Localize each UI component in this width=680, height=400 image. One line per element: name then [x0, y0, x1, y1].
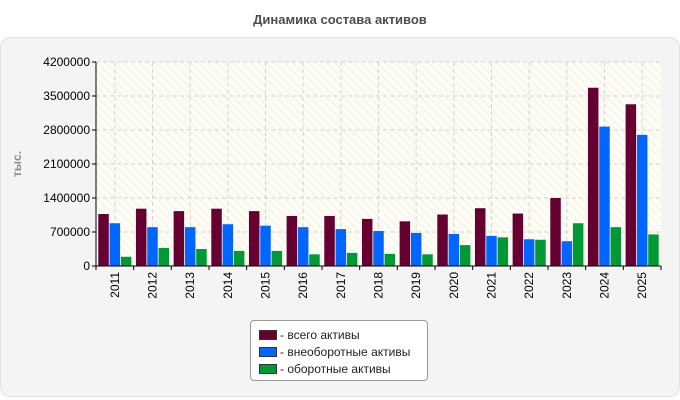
bar: [297, 227, 309, 266]
bar: [184, 227, 196, 266]
bar: [535, 239, 546, 266]
x-tick-label: 2020: [447, 272, 461, 299]
bar: [474, 208, 486, 266]
bar: [211, 208, 222, 266]
bar: [222, 224, 234, 266]
y-axis-label: тыс.: [10, 151, 24, 177]
y-tick-label: 3500000: [43, 89, 90, 103]
bar: [173, 211, 185, 266]
legend-swatch: [259, 329, 277, 340]
legend-item: - всего активы: [259, 326, 427, 343]
legend-item: - оборотные активы: [259, 360, 427, 377]
x-tick-label: 2017: [334, 272, 348, 299]
bar: [550, 198, 561, 266]
legend-item: - внеоборотные активы: [259, 343, 427, 360]
bar: [497, 237, 509, 266]
bar: [523, 239, 535, 266]
x-tick-label: 2022: [522, 272, 536, 299]
x-tick-label: 2011: [108, 272, 122, 298]
chart-title: Динамика состава активов: [253, 12, 427, 27]
bar: [648, 234, 659, 266]
bar: [309, 254, 320, 266]
legend-label: - всего активы: [280, 327, 360, 342]
bar: [373, 231, 384, 266]
bar: [158, 248, 170, 266]
bar: [599, 126, 610, 266]
bar: [147, 227, 158, 266]
bar: [561, 241, 573, 266]
bar: [233, 250, 245, 266]
bar: [109, 223, 121, 266]
x-tick-label: 2024: [598, 272, 612, 299]
bar: [587, 87, 599, 266]
legend-label: - оборотные активы: [280, 361, 391, 376]
bar: [486, 235, 497, 266]
legend-swatch: [259, 346, 277, 357]
bars: [98, 87, 659, 266]
x-tick-label: 2021: [485, 272, 499, 299]
y-tick-label: 4200000: [43, 55, 90, 69]
y-tick-label: 1400000: [43, 191, 90, 205]
x-tick-label: 2018: [372, 272, 386, 299]
y-tick-label: 700000: [50, 225, 90, 239]
bar: [286, 215, 298, 266]
bar: [572, 223, 584, 266]
bar: [422, 254, 433, 266]
y-tick-labels: 0 700000 1400000 2100000 2800000 3500000 42000…: [43, 55, 90, 273]
x-tick-label: 2019: [409, 272, 423, 299]
bar: [448, 233, 460, 266]
x-tick-label: 2015: [259, 272, 273, 299]
bar: [346, 252, 358, 266]
x-tick-label: 2016: [296, 272, 310, 299]
y-tick-label: 2100000: [43, 157, 90, 171]
bar: [437, 214, 448, 266]
bar: [98, 214, 109, 266]
bar: [196, 249, 207, 266]
bar: [135, 208, 147, 266]
bar: [625, 104, 637, 266]
bar: [260, 225, 271, 266]
bar: [384, 253, 396, 266]
bar: [410, 232, 422, 266]
bar: [335, 229, 347, 266]
legend-label: - внеоборотные активы: [280, 344, 411, 359]
bar: [636, 134, 648, 266]
legend-swatch: [259, 363, 277, 374]
x-tick-label: 2013: [183, 272, 197, 299]
x-tick-label: 2012: [146, 272, 160, 299]
bar: [361, 218, 373, 266]
y-tick-label: 2800000: [43, 123, 90, 137]
bar: [459, 245, 471, 266]
x-tick-label: 2023: [560, 272, 574, 299]
bar: [271, 250, 283, 266]
x-tick-label: 2025: [635, 272, 649, 299]
legend: - всего активы - внеоборотные активы - о…: [250, 320, 428, 381]
y-tick-label: 0: [83, 259, 90, 273]
bar: [120, 256, 132, 266]
bar: [610, 227, 622, 266]
x-tick-labels: 2011 2012 2013 2014 2015 2016 2017 2018 2019 2020…: [108, 272, 649, 299]
bar: [324, 215, 335, 266]
bar: [248, 211, 260, 266]
bar: [512, 213, 524, 266]
x-tick-label: 2014: [221, 272, 235, 299]
bar: [399, 221, 411, 266]
axes: [92, 61, 662, 270]
